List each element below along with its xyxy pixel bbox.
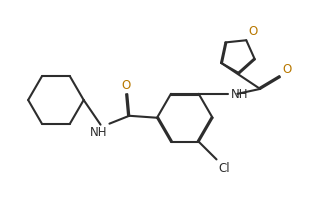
Text: O: O bbox=[282, 63, 291, 76]
Text: NH: NH bbox=[90, 126, 108, 139]
Text: Cl: Cl bbox=[218, 162, 230, 175]
Text: NH: NH bbox=[230, 88, 248, 101]
Text: O: O bbox=[248, 25, 257, 38]
Text: O: O bbox=[122, 79, 131, 92]
